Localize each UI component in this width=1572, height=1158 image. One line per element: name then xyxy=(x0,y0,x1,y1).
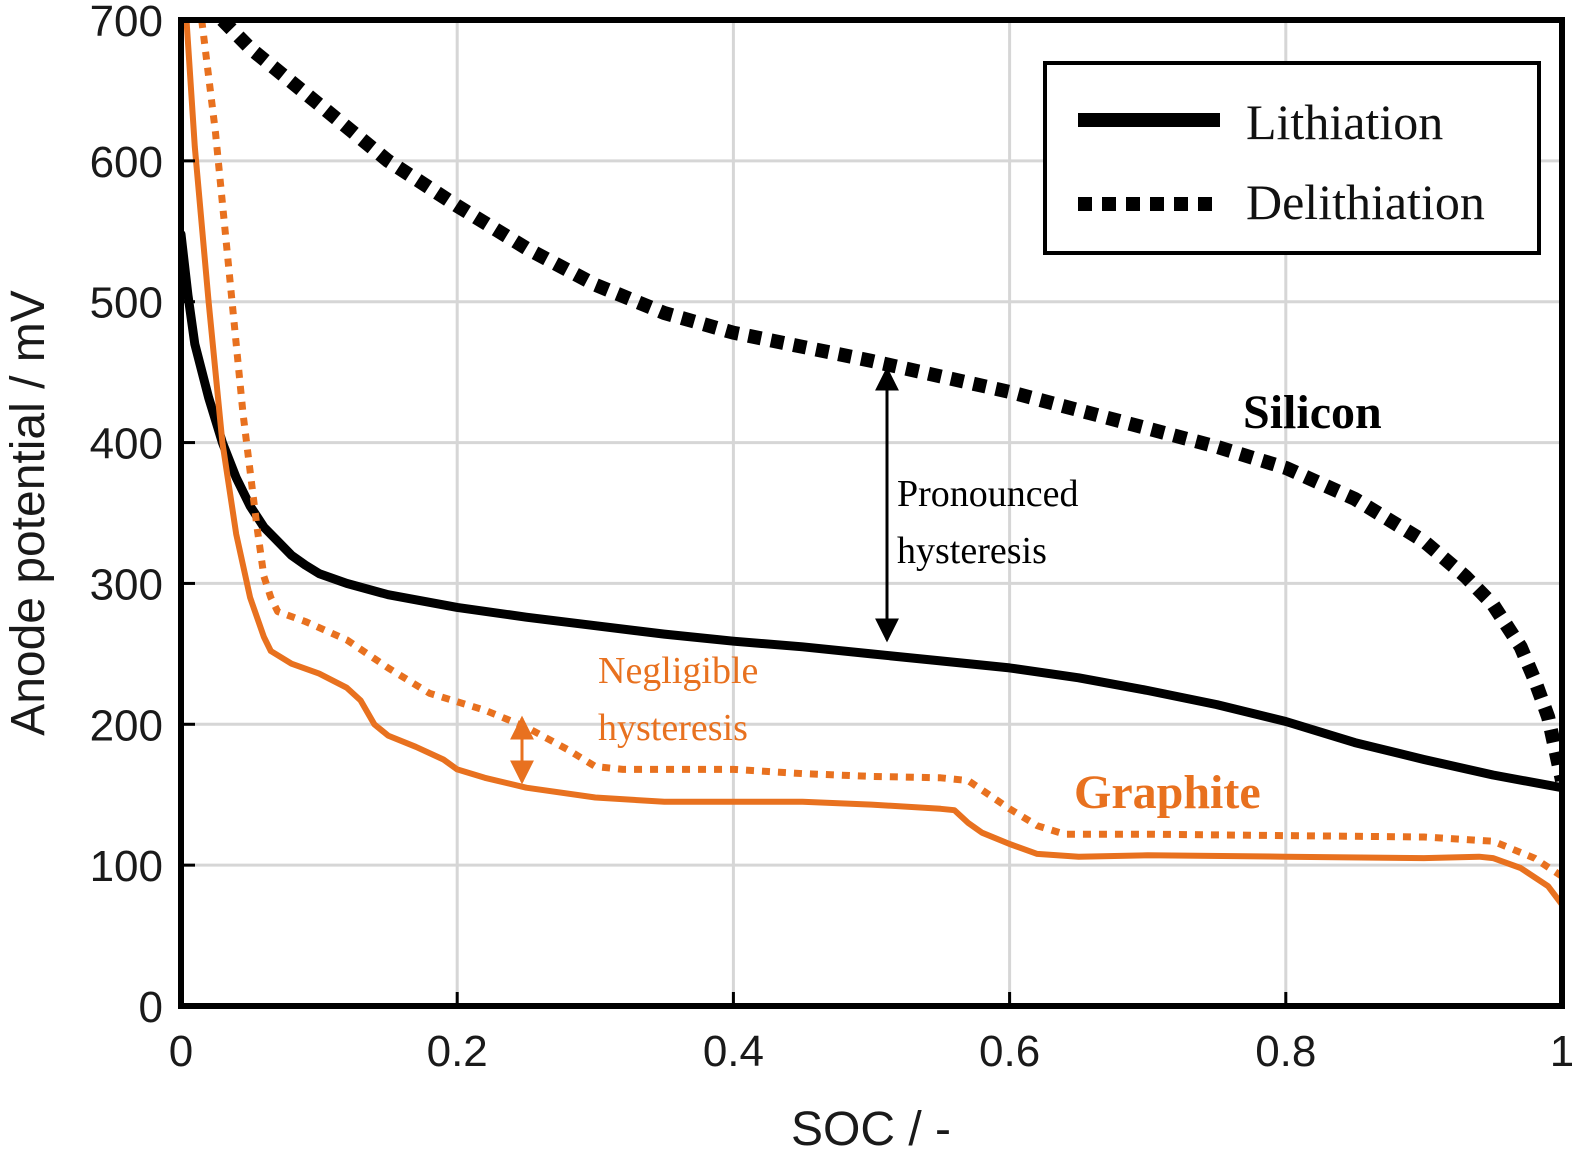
x-tick-label: 0 xyxy=(169,1027,193,1076)
plot-frame xyxy=(178,17,1565,1009)
annotations: Pronounced hysteresis Negligible hystere… xyxy=(510,366,1382,819)
y-tick-label: 500 xyxy=(90,279,163,328)
y-tick-label: 200 xyxy=(90,701,163,750)
x-tick-label: 0.6 xyxy=(979,1027,1040,1076)
x-tick-label: 0.4 xyxy=(703,1027,764,1076)
x-tick-label: 0.8 xyxy=(1255,1027,1316,1076)
axes xyxy=(178,17,1565,1009)
pronounced-hysteresis-label: Pronounced hysteresis xyxy=(897,473,1088,572)
x-tick-label: 0.2 xyxy=(427,1027,488,1076)
graphite-lithiation-line xyxy=(183,20,1562,908)
y-tick-label: 600 xyxy=(90,138,163,187)
legend-label-lithiation: Lithiation xyxy=(1246,94,1443,150)
silicon-lithiation-line xyxy=(181,229,1562,793)
x-axis-title: SOC / - xyxy=(791,1103,951,1153)
silicon-label: Silicon xyxy=(1243,386,1382,439)
legend-box xyxy=(1043,61,1541,255)
y-tick-label: 100 xyxy=(90,842,163,891)
legend: Lithiation Delithiation xyxy=(1043,61,1541,255)
y-tick-label: 0 xyxy=(139,983,163,1032)
silicon-delithiation-line xyxy=(217,20,1562,783)
graphite-delithiation-line xyxy=(198,20,1562,880)
y-tick-label: 700 xyxy=(90,0,163,46)
legend-label-delithiation: Delithiation xyxy=(1246,174,1485,230)
y-tick-label: 300 xyxy=(90,560,163,609)
negligible-hysteresis-label: Negligible hysteresis xyxy=(598,650,768,749)
y-tick-label: 400 xyxy=(90,420,163,469)
series-layer xyxy=(181,20,1562,908)
graphite-label: Graphite xyxy=(1074,766,1261,819)
ticks: 0 0.2 0.4 0.6 0.8 1 0 100 200 300 400 500 600 700 xyxy=(90,0,1572,1076)
y-axis-title: Anode potential / mV xyxy=(2,290,55,736)
x-tick-label: 1 xyxy=(1550,1027,1572,1076)
